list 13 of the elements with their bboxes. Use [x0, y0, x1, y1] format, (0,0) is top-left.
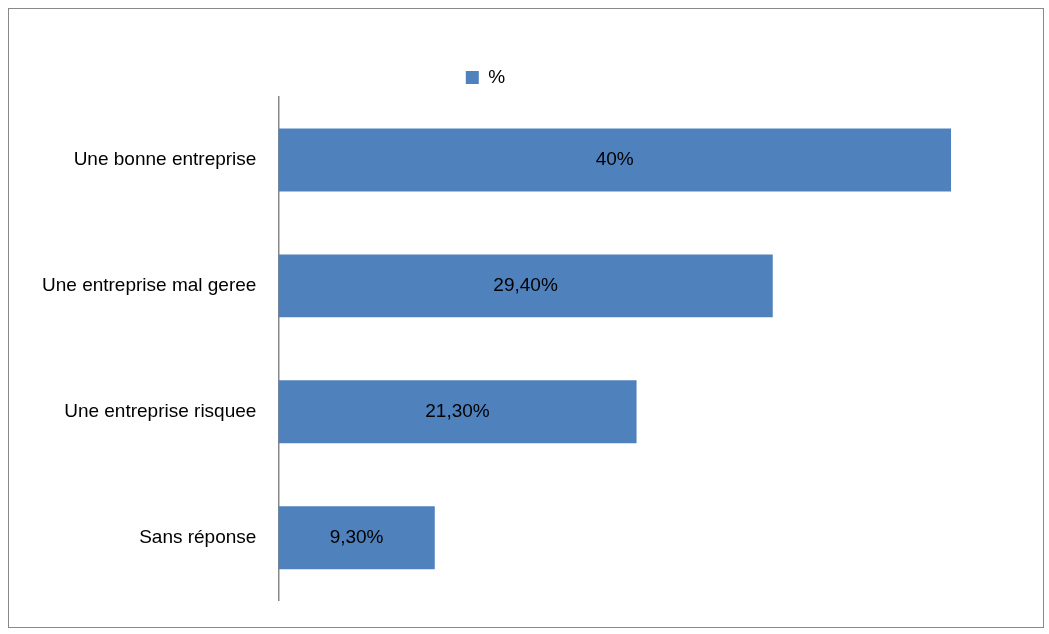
y-tick-label: Sans réponse — [139, 525, 257, 547]
data-label: 21,30% — [425, 399, 490, 421]
data-label: 40% — [595, 148, 634, 170]
data-label: 9,30% — [329, 525, 384, 547]
y-tick-label: Une entreprise risquee — [64, 399, 257, 421]
bar — [278, 128, 951, 192]
y-tick-label: Une entreprise mal geree — [42, 274, 257, 296]
legend-label: % — [488, 65, 506, 87]
data-label: 29,40% — [493, 274, 558, 296]
bar — [278, 254, 773, 318]
bar — [278, 380, 637, 444]
y-tick-label: Une bonne entreprise — [73, 148, 257, 170]
bar — [278, 506, 435, 570]
